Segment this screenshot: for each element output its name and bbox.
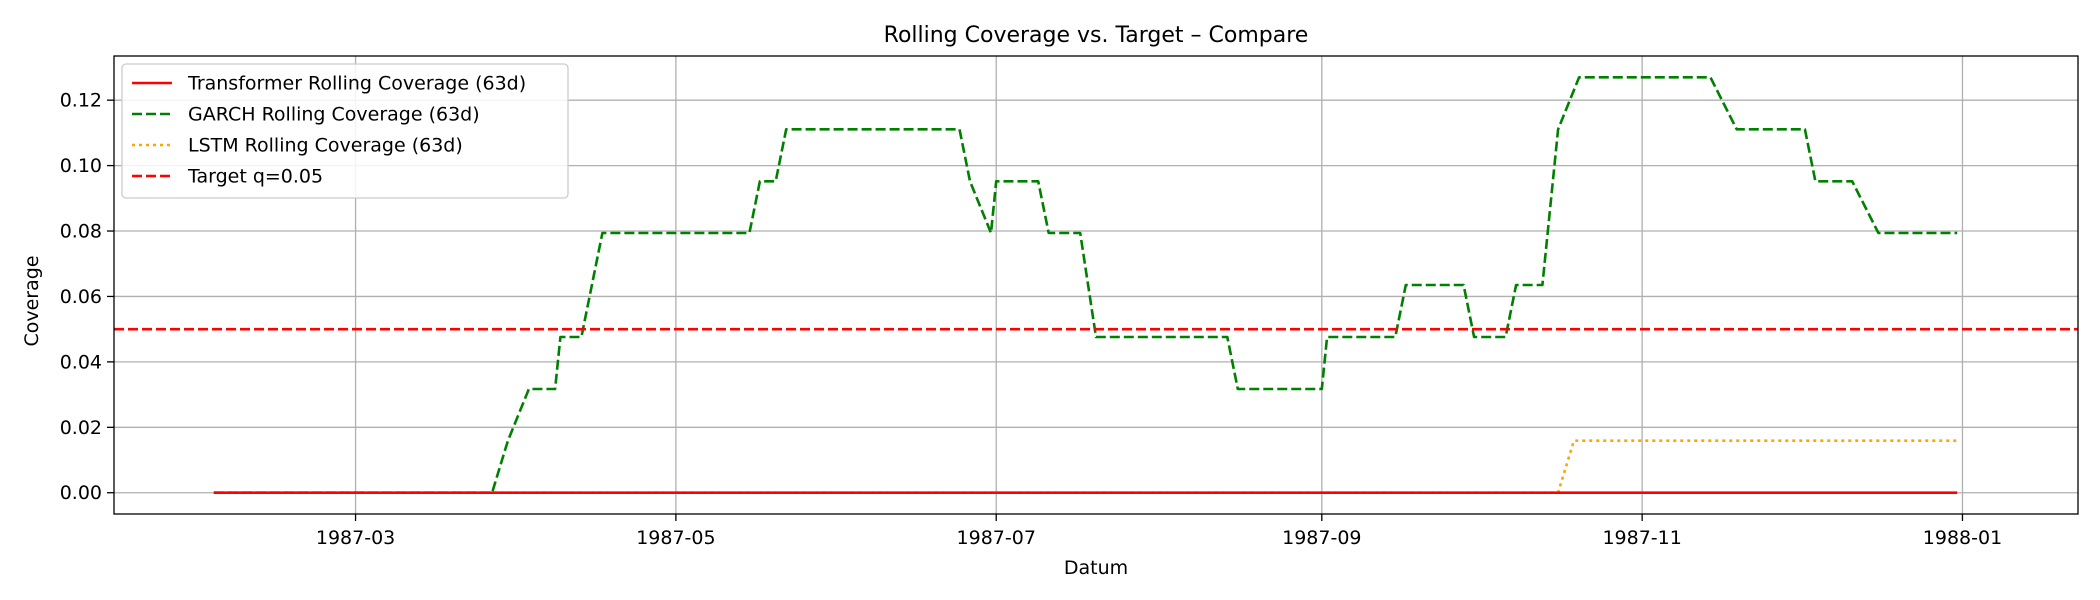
- legend-label: Target q=0.05: [187, 166, 323, 188]
- legend-label: GARCH Rolling Coverage (63d): [188, 104, 480, 126]
- x-tick-label: 1987-09: [1282, 527, 1361, 549]
- legend: Transformer Rolling Coverage (63d) GARCH …: [121, 63, 569, 199]
- x-tick-label: 1988-01: [1923, 527, 2002, 549]
- y-tick-label: 0.10: [60, 155, 102, 177]
- axis-ticks: 1987-03 1987-05 1987-07 1987-09 1987-11 1988-…: [60, 90, 2002, 549]
- x-tick-label: 1987-05: [636, 527, 715, 549]
- y-tick-label: 0.04: [60, 351, 102, 373]
- legend-box: [121, 63, 569, 199]
- y-tick-label: 0.12: [60, 90, 102, 112]
- x-tick-label: 1987-03: [316, 527, 395, 549]
- legend-label: LSTM Rolling Coverage (63d): [188, 135, 463, 157]
- y-tick-label: 0.00: [60, 482, 102, 504]
- garch-series-line: [213, 76, 1958, 495]
- y-tick-label: 0.06: [60, 286, 102, 308]
- chart-title: Rolling Coverage vs. Target – Compare: [884, 23, 1309, 48]
- y-tick-label: 0.08: [60, 221, 102, 243]
- y-axis-label: Coverage: [21, 255, 43, 346]
- x-tick-label: 1987-07: [957, 527, 1036, 549]
- plot-series: [114, 76, 2078, 495]
- x-axis-label: Datum: [1064, 557, 1128, 579]
- legend-label: Transformer Rolling Coverage (63d): [187, 73, 526, 95]
- y-tick-label: 0.02: [60, 417, 102, 439]
- x-tick-label: 1987-11: [1602, 527, 1681, 549]
- plot-frame: [113, 55, 2079, 515]
